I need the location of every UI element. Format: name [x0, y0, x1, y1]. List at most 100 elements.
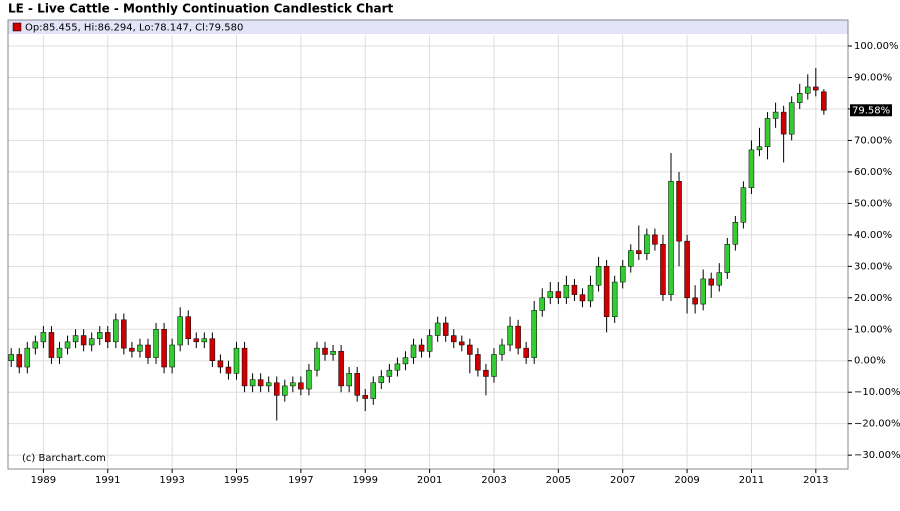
- candle-body: [370, 382, 377, 399]
- candle-body: [64, 341, 71, 349]
- x-tick-label: 2003: [481, 475, 506, 486]
- last-value-label: 79.58%: [852, 105, 890, 116]
- candle-body: [491, 354, 497, 377]
- candle-body: [740, 187, 747, 223]
- candle-body: [442, 322, 449, 336]
- candle-body: [121, 319, 127, 349]
- x-tick-label: 2001: [417, 475, 442, 486]
- candle-body: [450, 335, 457, 343]
- x-tick-label: 1991: [95, 475, 120, 486]
- candle-body: [732, 222, 739, 245]
- candle-body: [273, 382, 280, 396]
- candle-body: [8, 354, 14, 361]
- plot: [8, 35, 848, 469]
- candle-body: [652, 234, 658, 245]
- legend-text: Op:85.455, Hi:86.294, Lo:78.147, Cl:79.5…: [25, 23, 243, 34]
- candle-body: [756, 146, 763, 151]
- candle-body: [394, 363, 401, 371]
- candle-body: [523, 347, 529, 358]
- candle-body: [636, 250, 642, 254]
- candle-body: [338, 351, 344, 387]
- candle-body: [362, 395, 368, 399]
- candle-body: [386, 369, 393, 377]
- y-tick-label: 30.00%: [854, 261, 892, 272]
- candle-body: [418, 344, 425, 352]
- candle-body: [193, 338, 200, 343]
- candle-body: [185, 316, 191, 339]
- x-tick-label: 1995: [224, 475, 249, 486]
- candle-body: [507, 325, 513, 346]
- candle-body: [676, 181, 682, 242]
- candle-body: [434, 322, 441, 336]
- y-tick-label: 0.00%: [854, 356, 886, 367]
- candle-body: [80, 335, 87, 346]
- candle-body: [113, 319, 119, 343]
- candle-body: [708, 278, 714, 286]
- candle-body: [72, 335, 79, 343]
- candle-body: [322, 347, 328, 355]
- candle-body: [265, 382, 272, 387]
- candle-body: [555, 291, 562, 299]
- candle-body: [515, 325, 521, 349]
- candle-body: [378, 376, 385, 384]
- candle-body: [314, 347, 320, 371]
- candle-body: [531, 310, 537, 358]
- candle-body: [233, 347, 240, 374]
- candle-body: [96, 332, 103, 339]
- plot-frame: [7, 19, 849, 470]
- candle-body: [483, 369, 489, 377]
- candle-body: [209, 338, 216, 361]
- x-tick-label: 2007: [610, 475, 635, 486]
- candle-body: [129, 347, 135, 352]
- candle-body: [217, 360, 224, 368]
- candle-body: [692, 297, 698, 305]
- candle-body: [700, 278, 706, 305]
- candle-body: [306, 369, 312, 390]
- y-tick-label: 90.00%: [854, 72, 892, 83]
- legend-swatch: [12, 22, 22, 32]
- candle-body: [611, 281, 618, 317]
- y-tick-label: 40.00%: [854, 230, 892, 241]
- x-tick-label: 2005: [546, 475, 571, 486]
- x-tick-label: 2009: [674, 475, 699, 486]
- x-tick-label: 1993: [159, 475, 184, 486]
- candle-body: [764, 118, 771, 147]
- chart-title: LE - Live Cattle - Monthly Continuation …: [8, 2, 394, 16]
- last-value-box: [850, 104, 892, 117]
- candle-body: [161, 329, 167, 368]
- candle-body: [619, 266, 626, 283]
- candle-body: [169, 344, 175, 368]
- candle-body: [748, 149, 755, 188]
- candle-body: [539, 297, 546, 311]
- candle-body: [813, 86, 819, 91]
- candle-body: [354, 373, 360, 396]
- candle-body: [177, 316, 183, 346]
- candle-body: [475, 354, 481, 371]
- candle-body: [24, 347, 31, 368]
- candle-body: [716, 272, 723, 286]
- candle-body: [16, 354, 23, 368]
- candle-body: [32, 341, 39, 349]
- candle-body: [257, 379, 264, 387]
- candle-body: [724, 244, 731, 273]
- candle-body: [628, 250, 634, 267]
- candle-body: [402, 357, 409, 365]
- y-tick-label: −10.00%: [854, 387, 900, 398]
- candle-body: [547, 291, 554, 299]
- candle-body: [668, 181, 674, 295]
- candle-body: [684, 240, 690, 299]
- candle-body: [282, 385, 288, 396]
- x-tick-label: 1999: [353, 475, 378, 486]
- candle-body: [644, 234, 650, 254]
- candle-body: [587, 284, 594, 302]
- candle-body: [805, 86, 811, 94]
- x-tick-label: 1989: [31, 475, 56, 486]
- candle-body: [88, 338, 95, 346]
- candle-body: [346, 373, 352, 387]
- candle-body: [595, 266, 602, 286]
- candle-body: [290, 382, 296, 387]
- candle-body: [772, 111, 779, 119]
- x-tick-label: 1997: [288, 475, 313, 486]
- candle-body: [459, 341, 465, 346]
- y-tick-label: 60.00%: [854, 167, 892, 178]
